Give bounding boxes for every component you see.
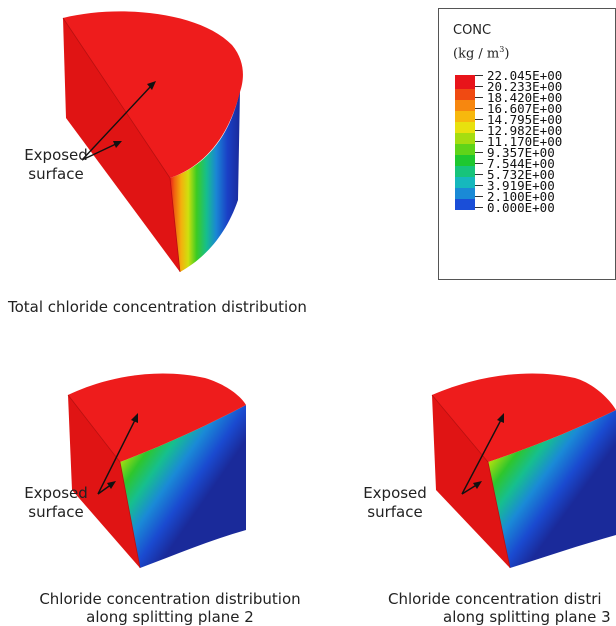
legend-value: 11.170E+00 xyxy=(487,134,563,149)
bottom-left-solid xyxy=(67,373,246,569)
legend-tick xyxy=(475,130,483,131)
contour-face xyxy=(120,405,246,568)
legend-tick xyxy=(475,141,483,142)
top-face xyxy=(432,373,616,462)
legend-value: 7.544E+00 xyxy=(487,156,555,171)
legend-tick xyxy=(475,97,483,98)
legend-value: 12.982E+00 xyxy=(487,123,563,138)
legend-value: 2.100E+00 xyxy=(487,189,555,204)
legend-value: 18.420E+00 xyxy=(487,90,563,105)
arrowhead xyxy=(113,141,122,148)
caption-bottom-right-line2: along splitting plane 3 xyxy=(443,608,611,626)
arrow-to-front-face xyxy=(81,142,119,161)
legend-value: 14.795E+00 xyxy=(487,112,563,127)
legend-swatch xyxy=(455,188,475,199)
legend-value: 3.919E+00 xyxy=(487,178,555,193)
legend-swatch xyxy=(455,89,475,100)
front-flat-face xyxy=(63,18,180,272)
caption-bottom-right-line1: Chloride concentration distri xyxy=(388,590,602,608)
legend-swatch xyxy=(455,75,475,89)
legend-swatch xyxy=(455,133,475,144)
legend-value: 16.607E+00 xyxy=(487,101,563,116)
legend-tick xyxy=(475,163,483,164)
exposed-surface-label-top: Exposed surface xyxy=(24,146,88,183)
front-flat-face xyxy=(432,395,510,568)
legend-tick xyxy=(475,119,483,120)
exposed-surface-label-bottom-left: Exposed surface xyxy=(24,484,88,521)
legend-swatch xyxy=(455,199,475,210)
caption-bottom-left-line1: Chloride concentration distribution xyxy=(39,590,301,608)
legend-tick xyxy=(475,108,483,109)
legend-swatch xyxy=(455,177,475,188)
legend-tick xyxy=(475,152,483,153)
arrowhead xyxy=(147,81,156,90)
legend-swatch xyxy=(455,166,475,177)
legend-value: 5.732E+00 xyxy=(487,167,555,182)
legend-swatch xyxy=(455,111,475,122)
legend-tick xyxy=(475,185,483,186)
legend-tick xyxy=(475,86,483,87)
contour-face xyxy=(488,410,616,568)
legend-swatch xyxy=(455,144,475,155)
legend-tick xyxy=(475,75,483,76)
legend-swatch xyxy=(455,122,475,133)
legend-tick xyxy=(475,196,483,197)
legend-swatch xyxy=(455,100,475,111)
legend-unit: (kg / m3) xyxy=(453,45,510,62)
legend-color-bar xyxy=(455,75,475,210)
top-face xyxy=(68,373,246,462)
legend-value: 0.000E+00 xyxy=(487,200,555,215)
legend-tick xyxy=(475,207,483,208)
exposed-surface-label-bottom-right: Exposed surface xyxy=(363,484,427,521)
legend-value: 20.233E+00 xyxy=(487,79,563,94)
legend-tick xyxy=(475,174,483,175)
legend-value: 9.357E+00 xyxy=(487,145,555,160)
top-solid xyxy=(62,11,243,273)
color-legend: CONC (kg / m3) 22.045E+00 20.233E+00 18.42… xyxy=(438,8,616,280)
legend-swatch xyxy=(455,155,475,166)
legend-value: 22.045E+00 xyxy=(487,68,563,83)
top-face xyxy=(63,11,243,179)
curved-side-face xyxy=(170,90,240,272)
caption-top: Total chloride concentration distributio… xyxy=(8,298,307,316)
bottom-right-solid xyxy=(431,373,616,569)
arrow-to-top-face xyxy=(81,84,153,161)
legend-title: CONC xyxy=(453,23,492,38)
caption-bottom-left-line2: along splitting plane 2 xyxy=(86,608,254,626)
